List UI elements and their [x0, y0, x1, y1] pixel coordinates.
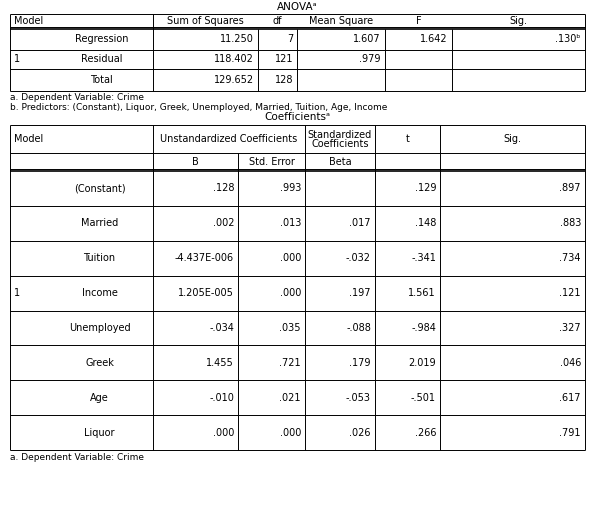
Text: .000: .000 — [280, 427, 301, 438]
Text: 1.205E-005: 1.205E-005 — [178, 288, 234, 298]
Text: Total: Total — [90, 75, 113, 85]
Text: 2.019: 2.019 — [408, 358, 436, 368]
Text: .130ᵇ: .130ᵇ — [556, 35, 581, 45]
Text: .979: .979 — [359, 54, 381, 65]
Text: df: df — [273, 17, 282, 26]
Text: .026: .026 — [349, 427, 371, 438]
Text: Age: Age — [90, 393, 109, 402]
Text: 1: 1 — [14, 288, 20, 298]
Text: .734: .734 — [559, 253, 581, 263]
Text: .035: .035 — [280, 323, 301, 333]
Text: Std. Error: Std. Error — [249, 157, 295, 167]
Text: Sig.: Sig. — [509, 17, 528, 26]
Text: .000: .000 — [212, 427, 234, 438]
Text: Regression: Regression — [75, 35, 129, 45]
Text: Married: Married — [81, 218, 118, 228]
Text: .121: .121 — [559, 288, 581, 298]
Text: .017: .017 — [349, 218, 371, 228]
Text: Mean Square: Mean Square — [309, 17, 373, 26]
Text: 1: 1 — [14, 54, 20, 65]
Text: 11.250: 11.250 — [220, 35, 254, 45]
Text: Sig.: Sig. — [503, 134, 521, 144]
Text: .721: .721 — [280, 358, 301, 368]
Text: .617: .617 — [559, 393, 581, 402]
Text: .046: .046 — [560, 358, 581, 368]
Text: a. Dependent Variable: Crime: a. Dependent Variable: Crime — [10, 453, 144, 463]
Text: 118.402: 118.402 — [214, 54, 254, 65]
Text: 7: 7 — [287, 35, 293, 45]
Text: .993: .993 — [280, 183, 301, 193]
Text: .897: .897 — [559, 183, 581, 193]
Text: Residual: Residual — [81, 54, 122, 65]
Text: Beta: Beta — [328, 157, 351, 167]
Text: b. Predictors: (Constant), Liquor, Greek, Unemployed, Married, Tuition, Age, Inc: b. Predictors: (Constant), Liquor, Greek… — [10, 103, 387, 111]
Text: 121: 121 — [274, 54, 293, 65]
Text: Model: Model — [14, 134, 43, 144]
Text: .128: .128 — [212, 183, 234, 193]
Text: .002: .002 — [212, 218, 234, 228]
Text: ANOVAᵃ: ANOVAᵃ — [277, 2, 318, 12]
Text: -.010: -.010 — [209, 393, 234, 402]
Text: Standardized: Standardized — [308, 130, 372, 140]
Text: Unemployed: Unemployed — [68, 323, 130, 333]
Text: a. Dependent Variable: Crime: a. Dependent Variable: Crime — [10, 94, 144, 103]
Text: .266: .266 — [415, 427, 436, 438]
Text: -.984: -.984 — [411, 323, 436, 333]
Text: (Constant): (Constant) — [74, 183, 126, 193]
Text: Coefficients: Coefficients — [311, 139, 369, 149]
Text: B: B — [192, 157, 199, 167]
Text: .327: .327 — [559, 323, 581, 333]
Text: .013: .013 — [280, 218, 301, 228]
Text: Income: Income — [82, 288, 117, 298]
Text: .197: .197 — [349, 288, 371, 298]
Text: 128: 128 — [274, 75, 293, 85]
Text: .000: .000 — [280, 288, 301, 298]
Text: F: F — [416, 17, 421, 26]
Text: 1.561: 1.561 — [408, 288, 436, 298]
Text: -.032: -.032 — [346, 253, 371, 263]
Text: .000: .000 — [280, 253, 301, 263]
Text: 1.607: 1.607 — [353, 35, 381, 45]
Text: Model: Model — [14, 17, 43, 26]
Text: .021: .021 — [280, 393, 301, 402]
Text: Greek: Greek — [85, 358, 114, 368]
Text: -.501: -.501 — [411, 393, 436, 402]
Text: Tuition: Tuition — [83, 253, 115, 263]
Text: t: t — [406, 134, 409, 144]
Text: -4.437E-006: -4.437E-006 — [175, 253, 234, 263]
Text: .179: .179 — [349, 358, 371, 368]
Text: -.053: -.053 — [346, 393, 371, 402]
Text: -.341: -.341 — [411, 253, 436, 263]
Text: 1.455: 1.455 — [206, 358, 234, 368]
Text: -.088: -.088 — [346, 323, 371, 333]
Text: Sum of Squares: Sum of Squares — [167, 17, 244, 26]
Text: Unstandardized Coefficients: Unstandardized Coefficients — [161, 134, 298, 144]
Text: .129: .129 — [415, 183, 436, 193]
Text: 1.642: 1.642 — [421, 35, 448, 45]
Text: -.034: -.034 — [209, 323, 234, 333]
Text: Liquor: Liquor — [84, 427, 115, 438]
Text: Coefficientsᵃ: Coefficientsᵃ — [265, 112, 330, 122]
Text: .883: .883 — [560, 218, 581, 228]
Text: 129.652: 129.652 — [214, 75, 254, 85]
Text: .148: .148 — [415, 218, 436, 228]
Text: .791: .791 — [559, 427, 581, 438]
